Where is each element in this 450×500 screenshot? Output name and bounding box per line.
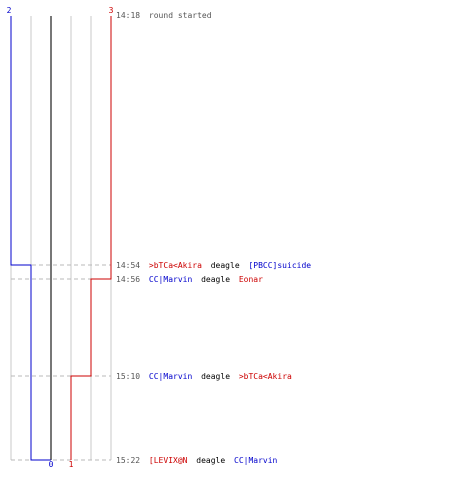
blue-start-score: 2 [7, 6, 12, 15]
event-time: 14:56 [116, 275, 140, 284]
event-victim: Eonar [239, 275, 263, 284]
event-killer: >bTCa<Akira [149, 261, 202, 270]
blue-team-line [10, 16, 51, 461]
event-weapon: deagle [201, 275, 230, 284]
event-time: 15:22 [116, 456, 140, 465]
event-row: 15:10 CC|Marvin deagle >bTCa<Akira [116, 372, 292, 381]
event-row: 15:22 [LEVIX@N deagle CC|Marvin [116, 456, 278, 465]
event-victim: [PBCC]suicide [248, 261, 311, 270]
event-time: 14:54 [116, 261, 140, 270]
event-weapon: deagle [211, 261, 240, 270]
red-start-score: 3 [109, 6, 114, 15]
event-row: 14:54 >bTCa<Akira deagle [PBCC]suicide [116, 261, 311, 270]
event-killer: CC|Marvin [149, 275, 193, 284]
red-team-line [70, 16, 112, 460]
event-weapon: deagle [196, 456, 225, 465]
event-text: round started [149, 11, 212, 20]
event-weapon: deagle [201, 372, 230, 381]
event-victim: CC|Marvin [234, 456, 278, 465]
event-row: 14:56 CC|Marvin deagle Eonar [116, 275, 263, 284]
event-time: 14:18 [116, 11, 140, 20]
event-victim: >bTCa<Akira [239, 372, 292, 381]
red-end-score: 1 [69, 460, 74, 469]
event-killer: [LEVIX@N [149, 456, 188, 465]
event-row: 14:18 round started [116, 11, 212, 20]
event-killer: CC|Marvin [149, 372, 193, 381]
blue-end-score: 0 [49, 460, 54, 469]
event-time: 15:10 [116, 372, 140, 381]
